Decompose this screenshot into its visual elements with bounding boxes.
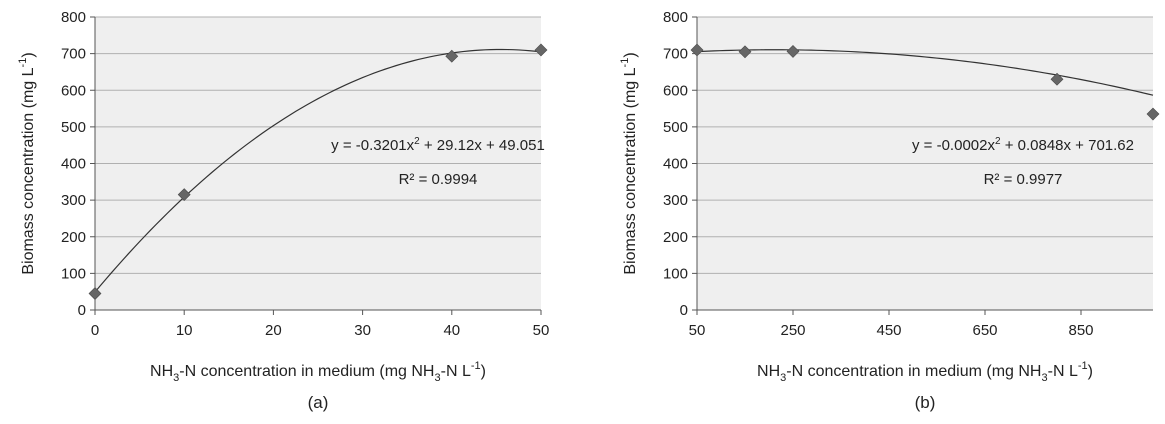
x-tick-label: 30 [354, 322, 371, 339]
x-tick-label: 650 [972, 322, 997, 339]
y-axis-label: Biomass concentration (mg L-1) [619, 52, 639, 274]
y-tick-label: 400 [61, 156, 86, 173]
y-tick-label: 100 [663, 265, 688, 282]
data-point [690, 43, 704, 57]
x-tick-label: 250 [780, 322, 805, 339]
trendline [94, 48, 542, 293]
y-tick-label: 0 [680, 302, 688, 319]
y-tick-label: 500 [663, 119, 688, 136]
y-tick-label: 800 [663, 9, 688, 26]
chart-panel-b: 0 100 200 300 400 500 600 700 800 50 250 450 650 850 y… [619, 9, 1160, 412]
trendline [696, 49, 1154, 96]
y-tick-label: 700 [663, 46, 688, 63]
panel-label: (b) [915, 393, 936, 412]
y-tick-label: 300 [61, 192, 86, 209]
x-tick-label: 20 [265, 322, 282, 339]
y-tick-label: 500 [61, 119, 86, 136]
x-tick-label: 10 [176, 322, 193, 339]
x-axis-label: NH3-N concentration in medium (mg NH3-N … [757, 360, 1093, 384]
trendline-equation: y = -0.3201x2 + 29.12x + 49.051 [331, 136, 545, 154]
y-tick-label: 600 [61, 82, 86, 99]
y-tick-label: 400 [663, 156, 688, 173]
r-squared-label: R² = 0.9977 [984, 171, 1063, 188]
y-tick-label: 200 [663, 229, 688, 246]
x-tick-label: 450 [876, 322, 901, 339]
y-tick-label: 100 [61, 265, 86, 282]
y-tick-label: 700 [61, 46, 86, 63]
x-tick-label: 50 [533, 322, 550, 339]
data-point [1050, 72, 1064, 86]
trendline-equation: y = -0.0002x2 + 0.0848x + 701.62 [912, 136, 1134, 154]
y-tick-label: 0 [78, 302, 86, 319]
chart-panel-a: 0 100 200 300 400 500 600 700 800 0 10 20 30 40 50 y = … [17, 9, 549, 412]
data-point [88, 287, 102, 300]
data-point [177, 188, 191, 202]
data-point [738, 45, 752, 59]
y-tick-label: 200 [61, 229, 86, 246]
data-point [1146, 107, 1160, 121]
data-point [534, 43, 548, 57]
data-point [445, 49, 459, 63]
y-tick-label: 300 [663, 192, 688, 209]
x-axis-label: NH3-N concentration in medium (mg NH3-N … [150, 360, 486, 384]
data-point [786, 45, 800, 58]
r-squared-label: R² = 0.9994 [399, 171, 478, 188]
y-tick-label: 800 [61, 9, 86, 26]
x-tick-label: 40 [443, 322, 460, 339]
panel-label: (a) [308, 393, 329, 412]
x-tick-label: 50 [689, 322, 706, 339]
y-axis-label: Biomass concentration (mg L-1) [17, 52, 37, 274]
x-tick-label: 850 [1068, 322, 1093, 339]
y-tick-label: 600 [663, 82, 688, 99]
x-tick-label: 0 [91, 322, 99, 339]
